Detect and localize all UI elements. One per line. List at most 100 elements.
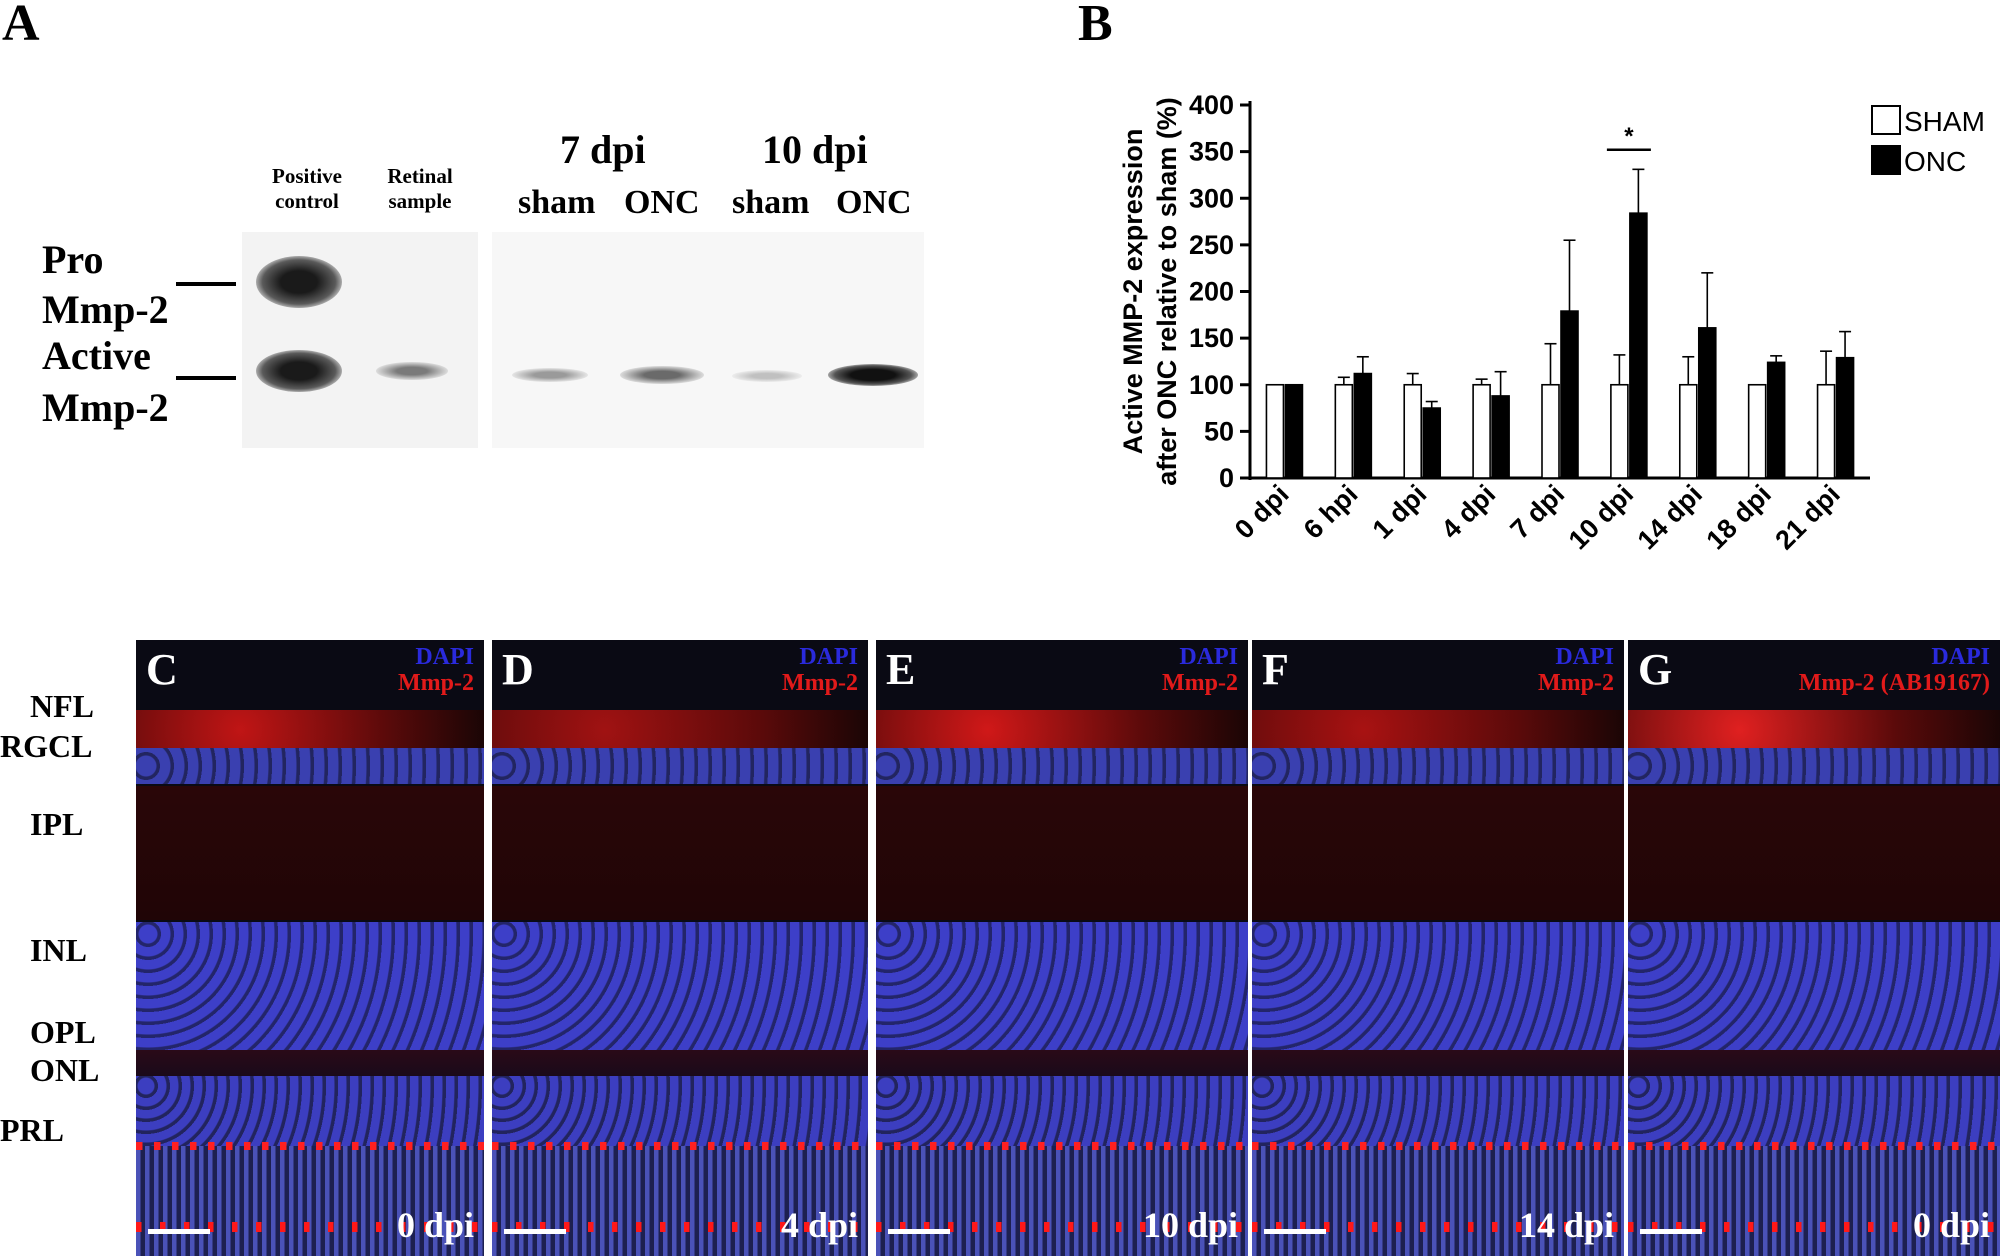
active-label-2: Mmp-2 [42, 385, 169, 430]
x-tick-label: 10 dpi [1563, 479, 1639, 555]
western-blot-right [492, 232, 924, 448]
micrograph-panel-c: C DAPI Mmp-2 0 dpi [136, 640, 484, 1256]
rgcl-layer [492, 748, 868, 784]
legend-swatch [1871, 145, 1901, 175]
dapi-label: DAPI [415, 644, 474, 670]
significance-label: * [1624, 123, 1634, 150]
layer-label-nfl: NFL [30, 688, 94, 724]
active-band-onc-7 [620, 366, 704, 384]
legend-swatch [1871, 105, 1901, 135]
y-tick-label: 100 [1189, 370, 1234, 400]
x-tick-label: 4 dpi [1436, 479, 1502, 545]
sham-bar [1541, 383, 1560, 479]
onl-layer [1252, 1076, 1624, 1146]
lane-label-positive-control: Positive control [266, 164, 348, 214]
stain-label: Mmp-2 [782, 670, 858, 696]
scale-bar [148, 1229, 210, 1234]
rgcl-layer [1252, 748, 1624, 784]
x-tick-label: 1 dpi [1367, 479, 1433, 545]
stain-label: Mmp-2 (AB19167) [1798, 670, 1990, 696]
panel-letter: E [886, 645, 916, 694]
timepoint-label: 10 dpi [1142, 1205, 1238, 1245]
active-band-positive [256, 350, 342, 392]
pro-label-2: Mmp-2 [42, 287, 169, 332]
lane-label-text: control [275, 189, 339, 213]
panel-letter: C [146, 645, 178, 694]
y-tick-label: 150 [1189, 323, 1234, 353]
ipl-layer [492, 786, 868, 920]
lane-label-text: Positive [272, 164, 342, 188]
sham-bar [1678, 383, 1698, 479]
dapi-label: DAPI [799, 644, 858, 670]
prl-layer [136, 1146, 484, 1256]
stain-label: Mmp-2 [398, 670, 474, 696]
dapi-label: DAPI [1931, 644, 1990, 670]
outer-segment-mmp2-signal [876, 1222, 1248, 1232]
photoreceptor-mmp2-signal [136, 1142, 484, 1150]
group-label-10dpi: 10 dpi [762, 127, 868, 172]
onl-layer [876, 1076, 1248, 1146]
onc-bar [1766, 361, 1786, 479]
timepoint-label: 4 dpi [780, 1205, 858, 1245]
outer-segment-mmp2-signal [1252, 1222, 1624, 1232]
nfl-layer [1252, 710, 1624, 750]
layer-label-inl: INL [30, 932, 87, 968]
onc-bar [1629, 212, 1648, 479]
micrograph-panel-e: E DAPI Mmp-2 10 dpi [876, 640, 1248, 1256]
y-tick-label: 200 [1189, 277, 1234, 307]
bar-chart: 0 50 100 150 200 250 300 350 400 Active MMP-2 exp… [1118, 90, 1985, 555]
prl-layer [492, 1146, 868, 1256]
onc-bar [1422, 407, 1442, 479]
sham-bar [1403, 383, 1423, 479]
outer-segment-mmp2-signal [136, 1222, 484, 1232]
inl-layer [1252, 922, 1624, 1050]
onl-layer [1628, 1076, 2000, 1146]
timepoint-label: 14 dpi [1518, 1205, 1614, 1245]
active-label-1: Active [42, 333, 151, 378]
photoreceptor-mmp2-signal [1628, 1142, 2000, 1150]
opl-layer [1252, 1050, 1624, 1076]
x-tick-label: 6 hpi [1298, 479, 1364, 545]
scale-bar [504, 1229, 566, 1234]
layer-label-ipl: IPL [30, 806, 84, 842]
sham-bar [1472, 383, 1491, 479]
nfl-layer [876, 710, 1248, 750]
opl-layer [136, 1050, 484, 1076]
rgcl-layer [136, 748, 484, 784]
lane-label-onc-10: ONC [836, 184, 912, 221]
lane-label-onc-7: ONC [624, 184, 700, 221]
lane-label-sham-7: sham [518, 184, 596, 221]
ipl-layer [136, 786, 484, 920]
ipl-layer [1628, 786, 2000, 920]
opl-layer [876, 1050, 1248, 1076]
photoreceptor-mmp2-signal [1252, 1142, 1624, 1150]
western-blot-left [242, 232, 478, 448]
rgcl-layer [876, 748, 1248, 784]
active-band-sham-10 [732, 370, 802, 382]
sham-bar [1816, 383, 1836, 479]
panel-letter: G [1638, 645, 1673, 694]
prl-layer [876, 1146, 1248, 1256]
timepoint-label: 0 dpi [396, 1205, 474, 1245]
layer-label-onl: ONL [30, 1052, 100, 1088]
lane-label-retinal-sample: Retinal sample [376, 164, 464, 214]
dapi-label: DAPI [1179, 644, 1238, 670]
legend-label: SHAM [1904, 106, 1985, 137]
onc-bar [1284, 383, 1304, 479]
inl-layer [876, 922, 1248, 1050]
ipl-layer [876, 786, 1248, 920]
lane-label-sham-10: sham [732, 184, 810, 221]
active-band-marker [176, 376, 236, 380]
lane-label-text: Retinal [387, 164, 453, 188]
x-tick-label: 18 dpi [1701, 479, 1777, 555]
photoreceptor-mmp2-signal [492, 1142, 868, 1150]
x-tick-label: 21 dpi [1769, 479, 1845, 555]
pro-label-1: Pro [42, 237, 104, 282]
active-band-sham-7 [512, 368, 588, 382]
y-axis-label-line2: after ONC relative to sham (%) [1152, 97, 1182, 486]
y-tick-label: 250 [1189, 230, 1234, 260]
micrograph-panel-d: D DAPI Mmp-2 4 dpi [492, 640, 868, 1256]
y-tick-label: 50 [1204, 416, 1234, 446]
layer-label-prl: PRL [0, 1112, 64, 1148]
active-band-onc-10 [828, 364, 918, 386]
